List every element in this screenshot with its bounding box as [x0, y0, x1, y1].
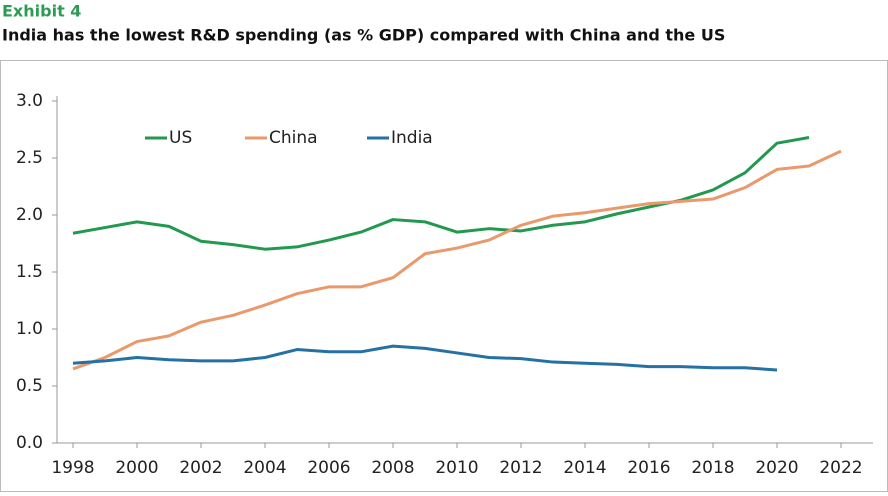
y-tick-label: 2.0: [16, 205, 43, 225]
x-tick-label: 2004: [243, 458, 286, 478]
y-tick-label: 0.0: [16, 433, 43, 453]
chart-subtitle: India has the lowest R&D spending (as % …: [2, 26, 725, 45]
x-tick-label: 2000: [115, 458, 158, 478]
line-series: [72, 344, 778, 372]
line-series: [72, 149, 842, 371]
y-tick-label: 2.5: [16, 148, 43, 168]
chart-frame: [0, 60, 888, 492]
y-tick-label: 1.0: [16, 319, 43, 339]
x-tick-label: 2014: [563, 458, 606, 478]
legend-label: India: [391, 128, 433, 148]
x-tick-label: 2018: [691, 458, 734, 478]
x-tick-label: 2022: [819, 458, 862, 478]
chart-title: Exhibit 4: [2, 2, 81, 21]
x-tick-label: 2010: [435, 458, 478, 478]
y-tick-label: 3.0: [16, 91, 43, 111]
x-tick-label: 2008: [371, 458, 414, 478]
legend-label: US: [169, 128, 192, 148]
y-tick-label: 0.5: [16, 376, 43, 396]
x-tick-label: 2006: [307, 458, 350, 478]
x-tick-label: 1998: [51, 458, 94, 478]
x-tick-label: 2002: [179, 458, 222, 478]
line-series: [72, 136, 810, 251]
x-tick-label: 2012: [499, 458, 542, 478]
x-tick-label: 2020: [755, 458, 798, 478]
legend-label: China: [269, 128, 318, 148]
x-tick-label: 2016: [627, 458, 670, 478]
y-tick-label: 1.5: [16, 262, 43, 282]
